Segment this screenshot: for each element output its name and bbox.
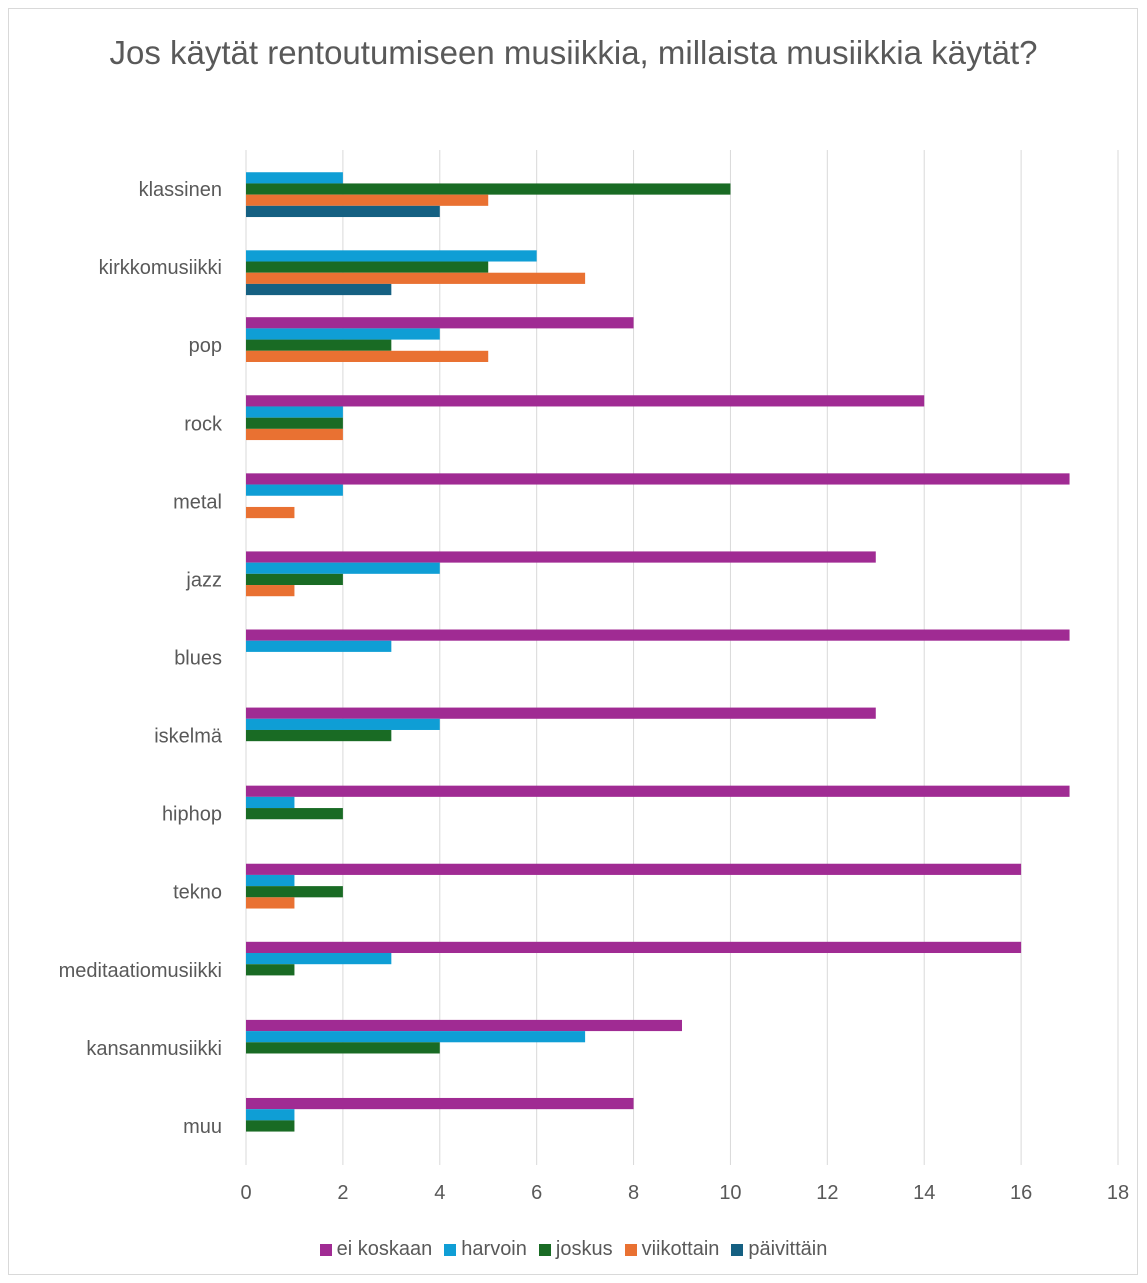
bar [246,551,876,563]
bar [246,339,392,351]
x-tick-label: 18 [1107,1182,1129,1204]
x-tick-label: 12 [816,1182,838,1204]
bar [246,172,343,184]
y-tick-label: kansanmusiikki [86,1038,222,1060]
bar [246,484,343,496]
bar [246,863,1022,875]
bar [246,250,537,262]
legend-swatch [731,1243,744,1256]
bar [246,640,392,652]
y-tick-label: klassinen [139,179,222,201]
x-tick-label: 2 [337,1182,348,1204]
bar [246,205,440,218]
bar [246,1109,295,1121]
x-tick-label: 10 [719,1182,741,1204]
y-tick-label: blues [174,648,222,670]
bar [246,941,1022,954]
bar [246,183,731,195]
y-tick-label: pop [189,335,222,357]
bar [246,707,876,719]
legend-label: harvoin [461,1238,527,1260]
bar [246,406,343,418]
bar [246,874,295,887]
bar [246,629,1070,641]
bar [246,886,343,898]
bar [246,328,440,340]
y-tick-label: meditaatiomusiikki [59,960,222,982]
bar [246,428,343,441]
bar [246,1031,586,1043]
bar [246,953,392,965]
y-tick-label: tekno [173,882,222,904]
bar [246,729,392,742]
x-tick-label: 8 [628,1182,639,1204]
y-tick-label: kirkkomusiikki [99,257,222,279]
bar [246,506,295,519]
y-tick-label: muu [183,1116,222,1138]
chart-legend: ei koskaan harvoin joskus viikottain päivitt… [0,1238,1147,1261]
bar [246,585,295,597]
bar [246,272,586,284]
bar [246,317,634,329]
bar [246,785,1070,797]
y-tick-label: hiphop [162,804,222,826]
legend-item: joskus [538,1238,613,1261]
x-tick-label: 0 [240,1182,251,1204]
bar [246,261,489,273]
chart-title-text: Jos käytät rentoutumiseen musiikkia, mil… [109,34,1038,71]
chart-title: Jos käytät rentoutumiseen musiikkia, mil… [0,30,1147,76]
x-tick-label: 4 [434,1182,445,1204]
legend-label: ei koskaan [336,1238,433,1260]
legend-swatch [444,1243,457,1256]
bar [246,194,489,206]
y-tick-label: iskelmä [154,726,223,748]
legend-label: joskus [555,1238,613,1260]
legend-item: viikottain [624,1238,720,1261]
bar [246,417,343,429]
x-tick-label: 16 [1010,1182,1032,1204]
bar [246,1042,440,1054]
bar [246,395,925,407]
legend-item: harvoin [444,1238,527,1261]
bar [246,897,295,909]
legend-swatch [538,1243,551,1256]
bar [246,796,295,809]
bar [246,573,343,586]
x-tick-label: 6 [531,1182,542,1204]
legend-item: ei koskaan [319,1238,433,1261]
bar [246,283,392,296]
bar [246,808,343,820]
legend-swatch [624,1243,637,1256]
legend-swatch [319,1243,332,1256]
bar [246,1120,295,1132]
chart-frame [8,8,1138,1275]
bar [246,1019,682,1032]
legend-label: viikottain [641,1238,720,1260]
bar [246,350,489,362]
y-tick-label: metal [173,491,222,513]
bar [246,1097,634,1110]
bar [246,473,1070,485]
bar [246,964,295,976]
y-tick-label: jazz [185,569,222,591]
bar [246,718,440,730]
legend-label: päivittäin [748,1238,828,1260]
bar [246,562,440,574]
x-tick-label: 14 [913,1182,935,1204]
legend-item: päivittäin [731,1238,827,1261]
y-tick-label: rock [184,413,223,435]
